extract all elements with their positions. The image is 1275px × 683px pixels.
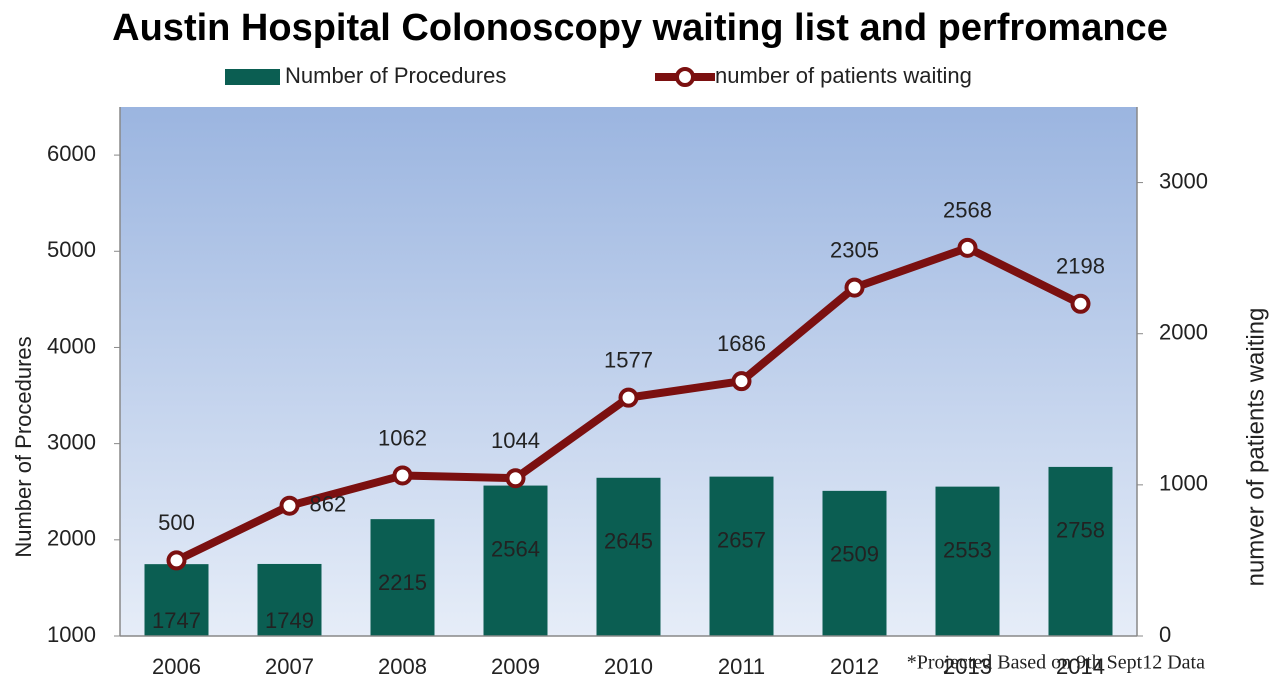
bar-value-label: 2657 (717, 527, 766, 552)
marker (618, 387, 639, 408)
x-tick-label: 2006 (152, 654, 201, 679)
marker (957, 237, 978, 258)
y-tick-label: 4000 (47, 333, 96, 358)
bar (709, 476, 774, 636)
line-value-label: 1044 (491, 428, 540, 453)
y-tick-label: 2000 (47, 526, 96, 551)
y-tick-label: 1000 (47, 622, 96, 647)
y2-tick-label: 3000 (1159, 168, 1208, 193)
line-value-label: 500 (158, 510, 195, 535)
bar-value-label: 2509 (830, 542, 879, 567)
line-value-label: 2568 (943, 198, 992, 223)
bar (144, 564, 209, 636)
marker (166, 550, 187, 571)
bar-value-label: 2215 (378, 570, 427, 595)
line-value-label: 2198 (1056, 254, 1105, 279)
bar (935, 486, 1000, 636)
bar (257, 563, 322, 636)
marker (279, 495, 300, 516)
legend-swatch (225, 69, 280, 85)
y-axis-label: Number of Procedures (11, 336, 36, 557)
x-tick-label: 2011 (718, 654, 765, 679)
line-value-label: 1577 (604, 347, 653, 372)
chart-title: Austin Hospital Colonoscopy waiting list… (112, 7, 1168, 49)
bar (1048, 466, 1113, 636)
y2-tick-label: 2000 (1159, 320, 1208, 345)
bar-value-label: 2758 (1056, 518, 1105, 543)
bar (370, 519, 435, 636)
bar (822, 490, 887, 636)
x-tick-label: 2014 (1056, 654, 1105, 679)
note: *Projected Based on 9th Sept12 Data (907, 652, 1205, 674)
legend-swatch (675, 67, 695, 87)
marker (392, 465, 413, 486)
y2-tick-label: 0 (1159, 622, 1171, 647)
bar (483, 485, 548, 636)
legend-label: number of patients waiting (715, 63, 972, 88)
marker (1070, 293, 1091, 314)
x-tick-label: 2012 (830, 654, 879, 679)
marker (844, 277, 865, 298)
y-tick-label: 3000 (47, 429, 96, 454)
line-value-label: 2305 (830, 237, 879, 262)
bar (596, 477, 661, 636)
legend-label: Number of Procedures (285, 63, 506, 88)
x-tick-label: 2008 (378, 654, 427, 679)
bar-value-label: 2645 (604, 529, 653, 554)
line-value-label: 1062 (378, 425, 427, 450)
bar-value-label: 1747 (152, 608, 201, 633)
x-tick-label: 2007 (265, 654, 314, 679)
y-tick-label: 6000 (47, 141, 96, 166)
y2-tick-label: 1000 (1159, 471, 1208, 496)
bar-value-label: 2564 (491, 536, 540, 561)
x-tick-label: 2009 (491, 654, 540, 679)
marker (731, 371, 752, 392)
y2-axis-label: numver of patients waiting (1242, 308, 1269, 587)
x-tick-label: 2013 (943, 654, 992, 679)
marker (505, 468, 526, 489)
line-value-label: 1686 (717, 331, 766, 356)
x-tick-label: 2010 (604, 654, 653, 679)
y-tick-label: 5000 (47, 237, 96, 262)
bar-value-label: 2553 (943, 537, 992, 562)
bar-value-label: 1749 (265, 608, 314, 633)
line-value-label: 862 (310, 492, 347, 517)
